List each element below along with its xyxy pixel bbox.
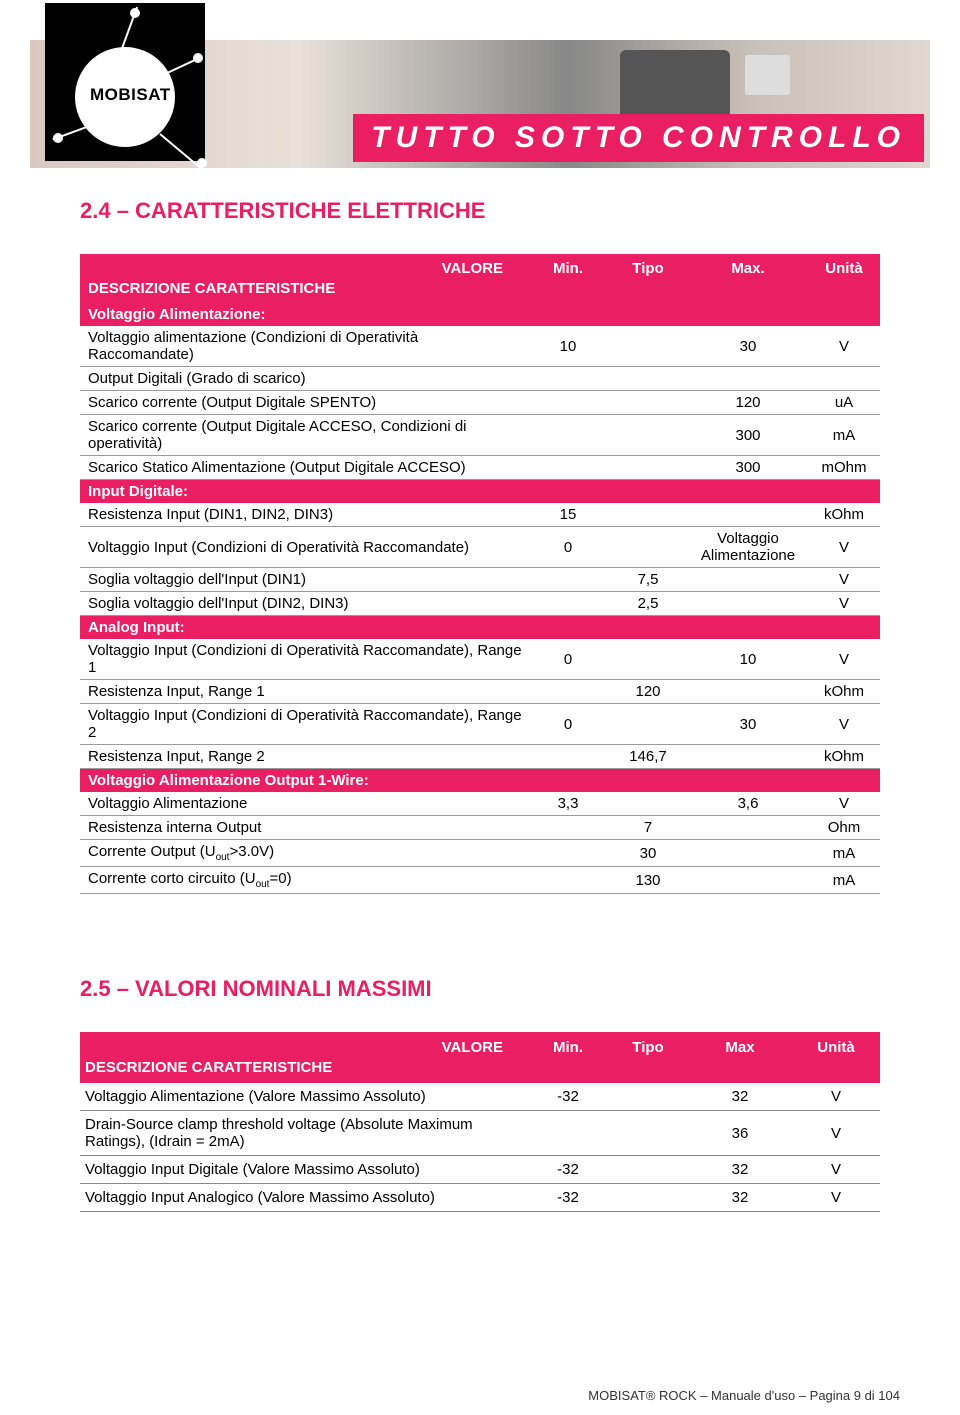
th2-tipo: Tipo [608,1032,688,1083]
table-section-row: Analog Input: [80,616,880,640]
table-row: Corrente corto circuito (Uout=0)130mA [80,867,880,894]
table-row: Scarico corrente (Output Digitale ACCESO… [80,415,880,456]
logo-text: MOBISAT [90,85,171,105]
logo-box: MOBISAT [45,3,205,161]
th-desc: VALOREDESCRIZIONE CARATTERISTICHE [80,254,528,303]
table-row: Scarico corrente (Output Digitale SPENTO… [80,391,880,415]
table-row: Scarico Statico Alimentazione (Output Di… [80,456,880,480]
table-row: Voltaggio Alimentazione (Valore Massimo … [80,1083,880,1111]
table-row: Voltaggio Input (Condizioni di Operativi… [80,527,880,568]
section2-title: 2.5 – VALORI NOMINALI MASSIMI [80,976,880,1002]
table-section-row: Input Digitale: [80,480,880,504]
th-unit: Unità [808,254,880,303]
th2-unit: Unità [792,1032,880,1083]
tagline: TUTTO SOTTO CONTROLLO [353,114,924,162]
table-row: Resistenza Input (DIN1, DIN2, DIN3)15kOh… [80,503,880,527]
table-row: Output Digitali (Grado di scarico) [80,367,880,391]
table-section-row: Voltaggio Alimentazione Output 1-Wire: [80,769,880,793]
table-row: Voltaggio Input Analogico (Valore Massim… [80,1184,880,1212]
table-row: Soglia voltaggio dell'Input (DIN1)7,5V [80,568,880,592]
hero-banner: MOBISAT TUTTO SOTTO CONTROLLO [30,0,930,168]
table-section-row: Voltaggio Alimentazione: [80,303,880,326]
table-row: Voltaggio Alimentazione3,33,6V [80,792,880,816]
table-electrical-characteristics: VALOREDESCRIZIONE CARATTERISTICHE Min. T… [80,254,880,894]
table-row: Corrente Output (Uout>3.0V)30mA [80,840,880,867]
th-min: Min. [528,254,608,303]
section1-title: 2.4 – CARATTERISTICHE ELETTRICHE [80,198,880,224]
table-row: Voltaggio Input Digitale (Valore Massimo… [80,1156,880,1184]
table-row: Voltaggio alimentazione (Condizioni di O… [80,326,880,367]
th2-min: Min. [528,1032,608,1083]
th2-max: Max [688,1032,792,1083]
table-row: Voltaggio Input (Condizioni di Operativi… [80,704,880,745]
th2-desc: VALOREDESCRIZIONE CARATTERISTICHE [80,1032,528,1083]
table-row: Voltaggio Input (Condizioni di Operativi… [80,639,880,680]
page-footer: MOBISAT® ROCK – Manuale d'uso – Pagina 9… [0,1382,960,1415]
table-row: Resistenza Input, Range 2146,7kOhm [80,745,880,769]
th-max: Max. [688,254,808,303]
table-row: Resistenza interna Output7Ohm [80,816,880,840]
table-row: Drain-Source clamp threshold voltage (Ab… [80,1111,880,1156]
table-nominal-values: VALOREDESCRIZIONE CARATTERISTICHE Min. T… [80,1032,880,1212]
th-tipo: Tipo [608,254,688,303]
table-row: Resistenza Input, Range 1120kOhm [80,680,880,704]
table-row: Soglia voltaggio dell'Input (DIN2, DIN3)… [80,592,880,616]
